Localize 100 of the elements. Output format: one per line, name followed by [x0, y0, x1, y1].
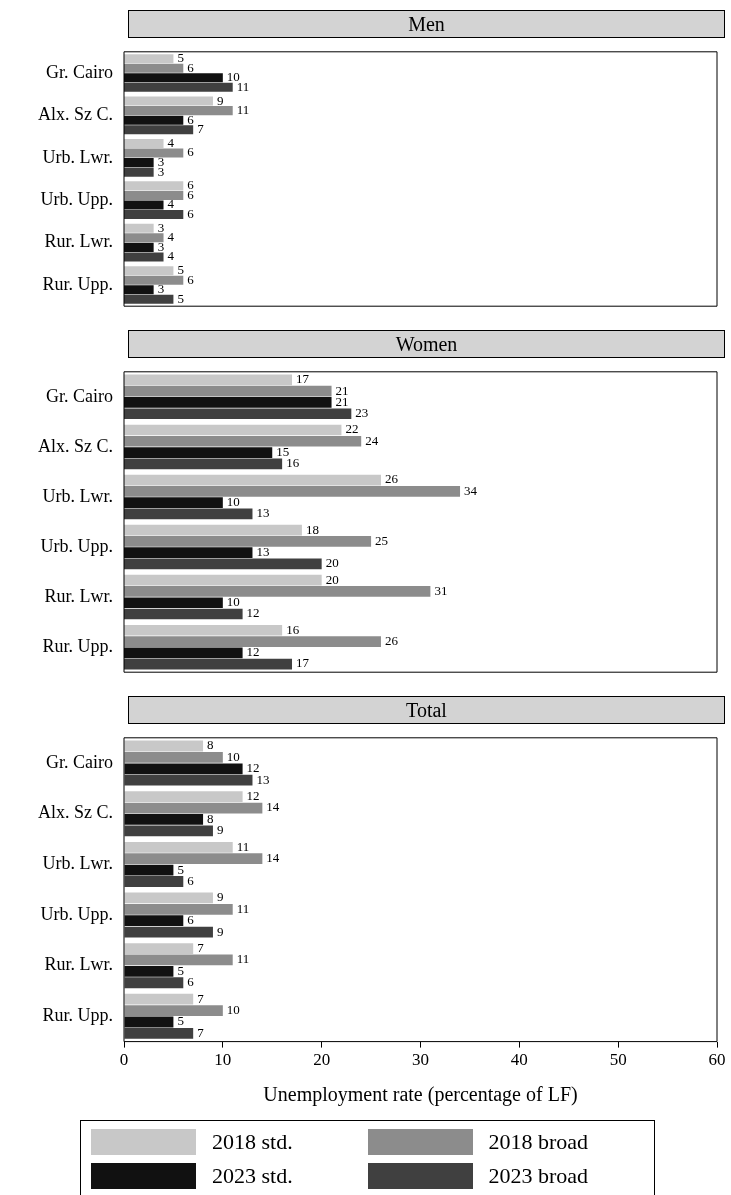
data-label: 18 [305, 521, 319, 537]
data-label: 4 [167, 134, 175, 150]
y-tick-label: Urb. Upp. [40, 188, 113, 209]
bar [124, 167, 154, 177]
bar [124, 524, 302, 536]
data-label: 3 [157, 281, 165, 297]
bar [124, 266, 174, 276]
data-label: 3 [157, 219, 165, 235]
data-label: 6 [187, 974, 195, 990]
bar [124, 158, 154, 168]
bar [124, 993, 194, 1005]
data-label: 9 [216, 889, 224, 905]
bar [124, 608, 243, 620]
data-label: 17 [296, 655, 310, 671]
y-tick-label: Urb. Lwr. [42, 485, 113, 506]
x-tick-label: 50 [609, 1050, 627, 1070]
data-label: 7 [197, 121, 205, 137]
bar [124, 774, 253, 786]
data-label: 6 [187, 59, 195, 75]
y-tick-label: Rur. Upp. [42, 273, 113, 294]
data-label: 3 [157, 238, 165, 254]
bar [124, 275, 184, 285]
y-tick-label: Gr. Cairo [46, 751, 113, 772]
data-label: 20 [325, 571, 339, 587]
legend-label: 2018 broad [488, 1129, 589, 1155]
x-tick-label: 60 [708, 1050, 726, 1070]
y-tick-label: Urb. Lwr. [42, 146, 113, 167]
bar [124, 233, 164, 243]
bar [124, 915, 184, 927]
bar [124, 892, 213, 904]
data-label: 13 [256, 505, 270, 521]
bar [124, 242, 154, 252]
x-tick-label: 10 [214, 1050, 232, 1070]
data-label: 14 [266, 799, 280, 815]
data-label: 12 [246, 788, 260, 804]
data-label: 9 [216, 923, 224, 939]
bar [124, 200, 164, 210]
bar [124, 1005, 223, 1016]
bar [124, 497, 223, 508]
y-tick-label: Alx. Sz C. [37, 802, 113, 823]
data-label: 11 [236, 102, 250, 118]
legend-label: 2018 std. [212, 1129, 293, 1155]
data-label: 9 [216, 822, 224, 838]
data-label: 34 [464, 482, 478, 498]
bar [124, 547, 253, 559]
data-label: 21 [335, 382, 349, 398]
bar [124, 740, 204, 752]
bar [124, 294, 174, 304]
data-label: 22 [345, 421, 359, 437]
bar [124, 636, 381, 647]
bar [124, 853, 263, 865]
bar [124, 54, 174, 64]
data-label: 5 [177, 290, 184, 306]
x-tick-label: 20 [313, 1050, 331, 1070]
data-label: 7 [197, 939, 205, 955]
bar [124, 876, 184, 887]
data-label: 12 [246, 644, 260, 660]
data-label: 4 [167, 229, 175, 245]
x-tick-label: 0 [119, 1050, 129, 1070]
data-label: 26 [384, 632, 399, 648]
data-label: 26 [384, 471, 399, 487]
bar [124, 574, 322, 586]
bar [124, 106, 233, 116]
y-tick-label: Urb. Upp. [40, 903, 113, 924]
bar [124, 82, 233, 92]
bar [124, 209, 184, 220]
bar [124, 485, 461, 497]
y-tick-label: Urb. Lwr. [42, 853, 113, 874]
chart-title: Men [128, 10, 725, 38]
legend-label: 2023 std. [212, 1163, 293, 1189]
bar [124, 181, 184, 191]
y-tick-label: Gr. Cairo [46, 61, 113, 82]
y-tick-label: Alx. Sz C. [37, 104, 113, 125]
bar [124, 385, 332, 397]
bar [124, 190, 184, 200]
x-tick-label: 30 [412, 1050, 429, 1070]
legend-label: 2023 broad [488, 1163, 589, 1189]
data-label: 12 [246, 605, 260, 621]
bar [124, 802, 263, 814]
data-label: 10 [226, 748, 240, 764]
bar [124, 223, 154, 233]
data-label: 25 [375, 532, 389, 548]
bar [124, 508, 253, 520]
bar [124, 954, 233, 966]
data-label: 9 [216, 92, 224, 108]
y-tick-label: Rur. Lwr. [44, 954, 113, 975]
data-label: 6 [187, 144, 195, 160]
bar [124, 791, 243, 803]
bar [124, 825, 213, 837]
data-label: 6 [187, 872, 195, 888]
bar [124, 138, 164, 149]
bar [124, 148, 184, 158]
bar [124, 903, 233, 915]
bar [124, 408, 352, 420]
data-label: 24 [365, 432, 379, 448]
data-label: 5 [177, 1013, 184, 1029]
data-label: 10 [226, 494, 240, 510]
data-label: 3 [157, 153, 165, 169]
data-label: 6 [187, 271, 195, 287]
y-tick-label: Alx. Sz C. [37, 435, 113, 456]
